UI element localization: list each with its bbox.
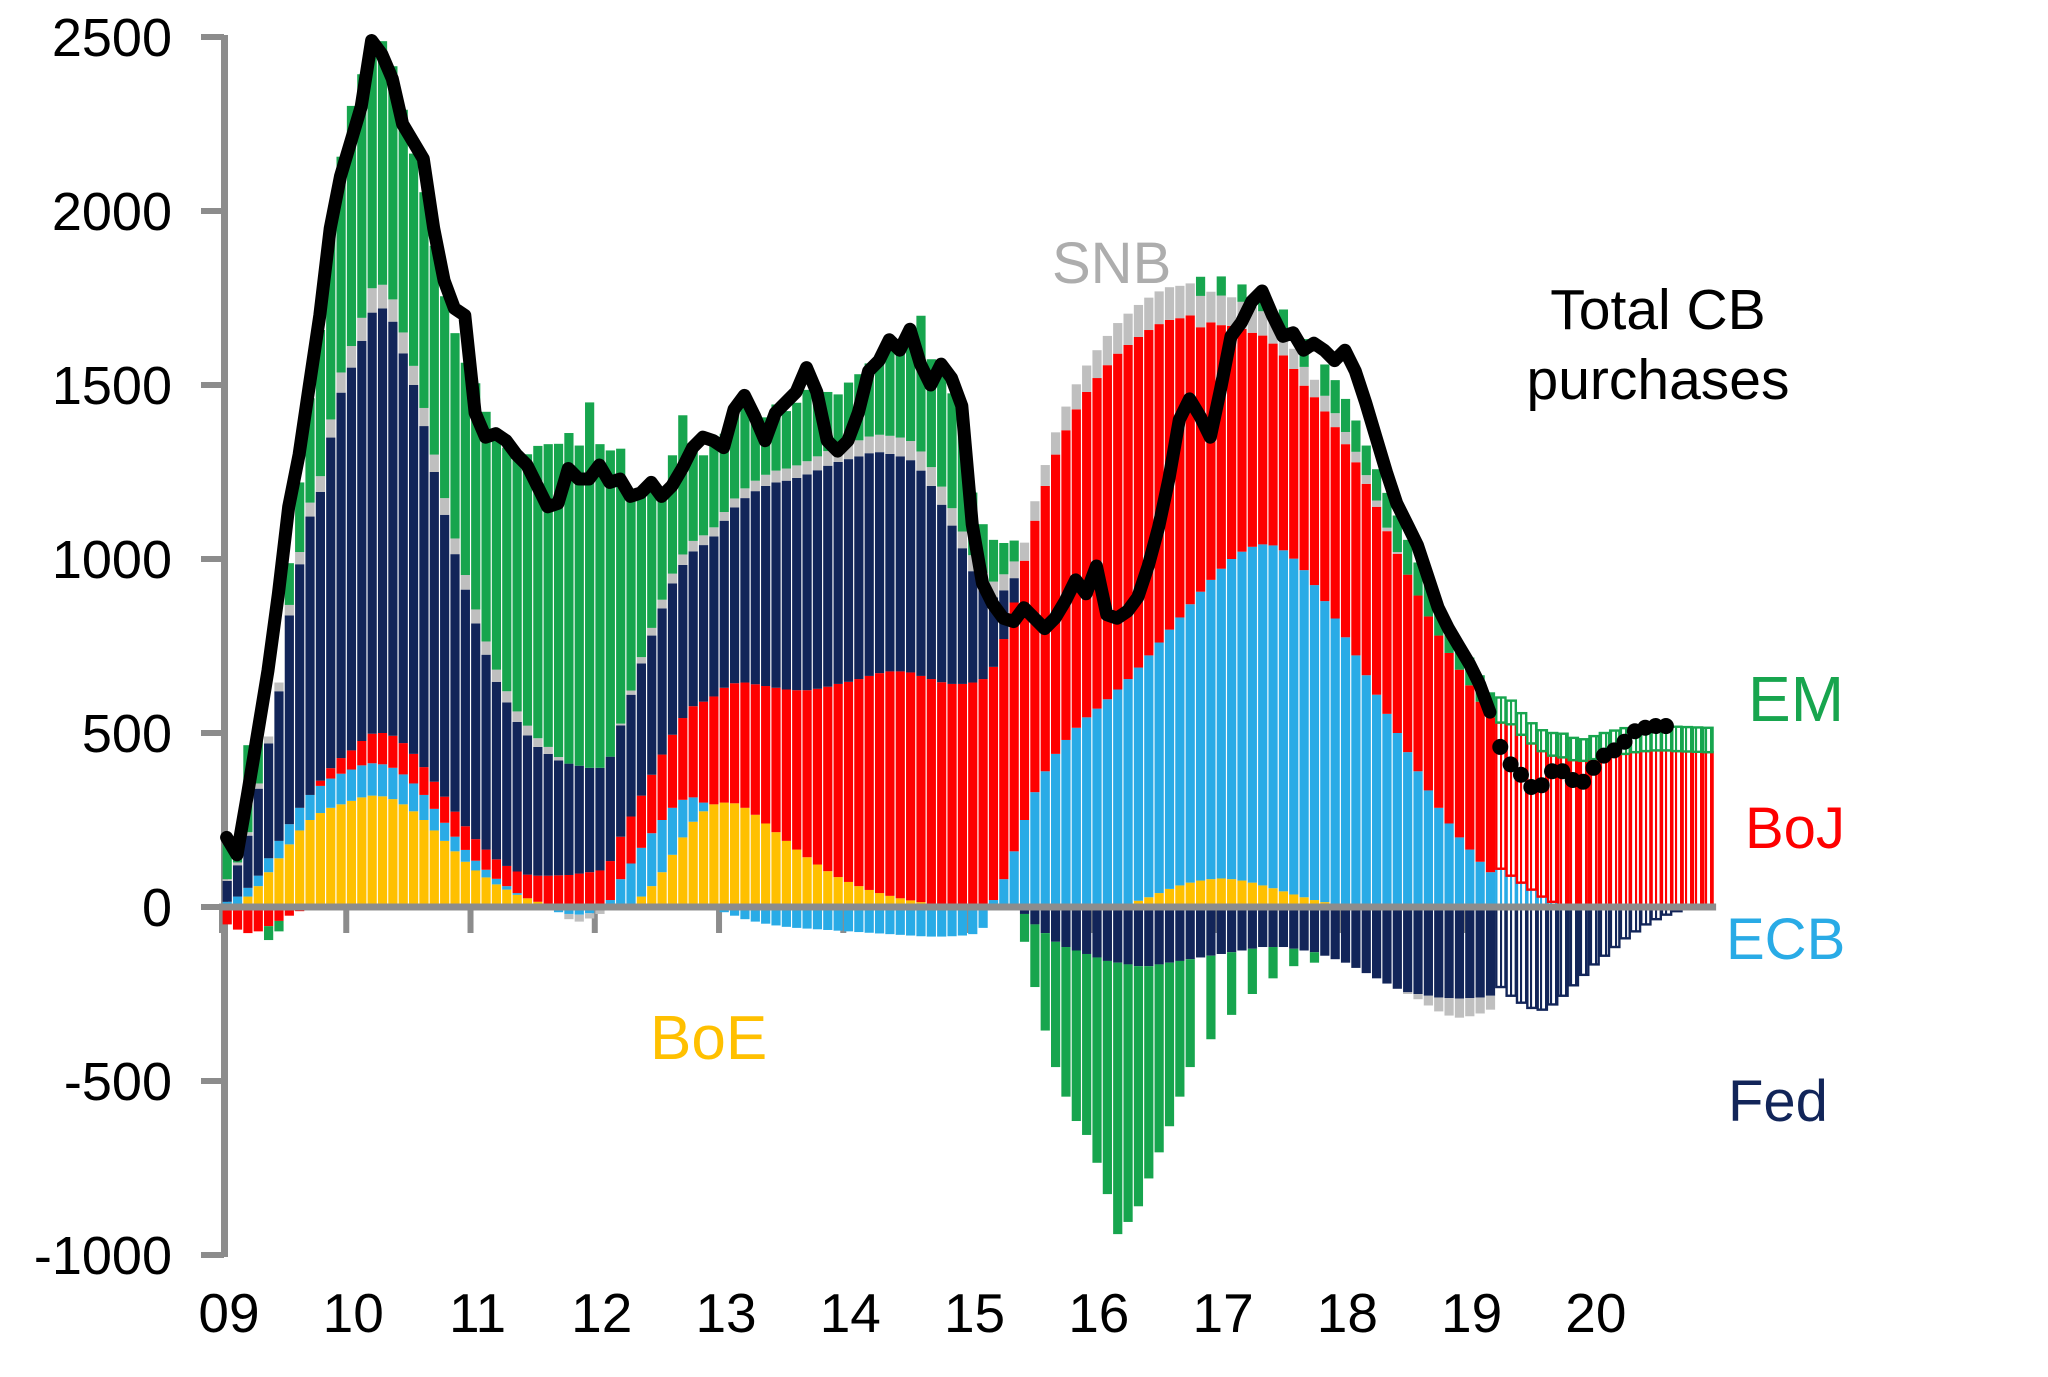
em-series-label: EM [1748, 663, 1844, 735]
ecb-series-label: ECB [1726, 907, 1846, 972]
svg-text:0: 0 [142, 878, 172, 938]
boj-series-label: BoJ [1745, 796, 1845, 861]
svg-text:18: 18 [1317, 1282, 1378, 1344]
svg-text:19: 19 [1441, 1282, 1502, 1344]
svg-text:1500: 1500 [52, 356, 172, 416]
fed-series-label: Fed [1728, 1069, 1828, 1134]
svg-text:2000: 2000 [52, 182, 172, 242]
svg-text:14: 14 [820, 1282, 881, 1344]
svg-text:20: 20 [1565, 1282, 1626, 1344]
svg-text:09: 09 [198, 1282, 259, 1344]
svg-text:2500: 2500 [52, 8, 172, 68]
snb-series-label: SNB [1052, 231, 1172, 296]
svg-text:12: 12 [571, 1282, 632, 1344]
svg-text:17: 17 [1192, 1282, 1253, 1344]
svg-text:1000: 1000 [52, 530, 172, 590]
svg-text:15: 15 [944, 1282, 1005, 1344]
svg-text:500: 500 [82, 704, 172, 764]
svg-text:13: 13 [695, 1282, 756, 1344]
total-line-label: Total CB purchases [1526, 278, 1790, 412]
svg-text:-1000: -1000 [34, 1226, 172, 1286]
svg-text:16: 16 [1068, 1282, 1129, 1344]
svg-text:11: 11 [449, 1282, 506, 1344]
svg-text:-500: -500 [64, 1052, 172, 1112]
boe-series-label: BoE [650, 1004, 768, 1073]
svg-text:10: 10 [323, 1282, 384, 1344]
